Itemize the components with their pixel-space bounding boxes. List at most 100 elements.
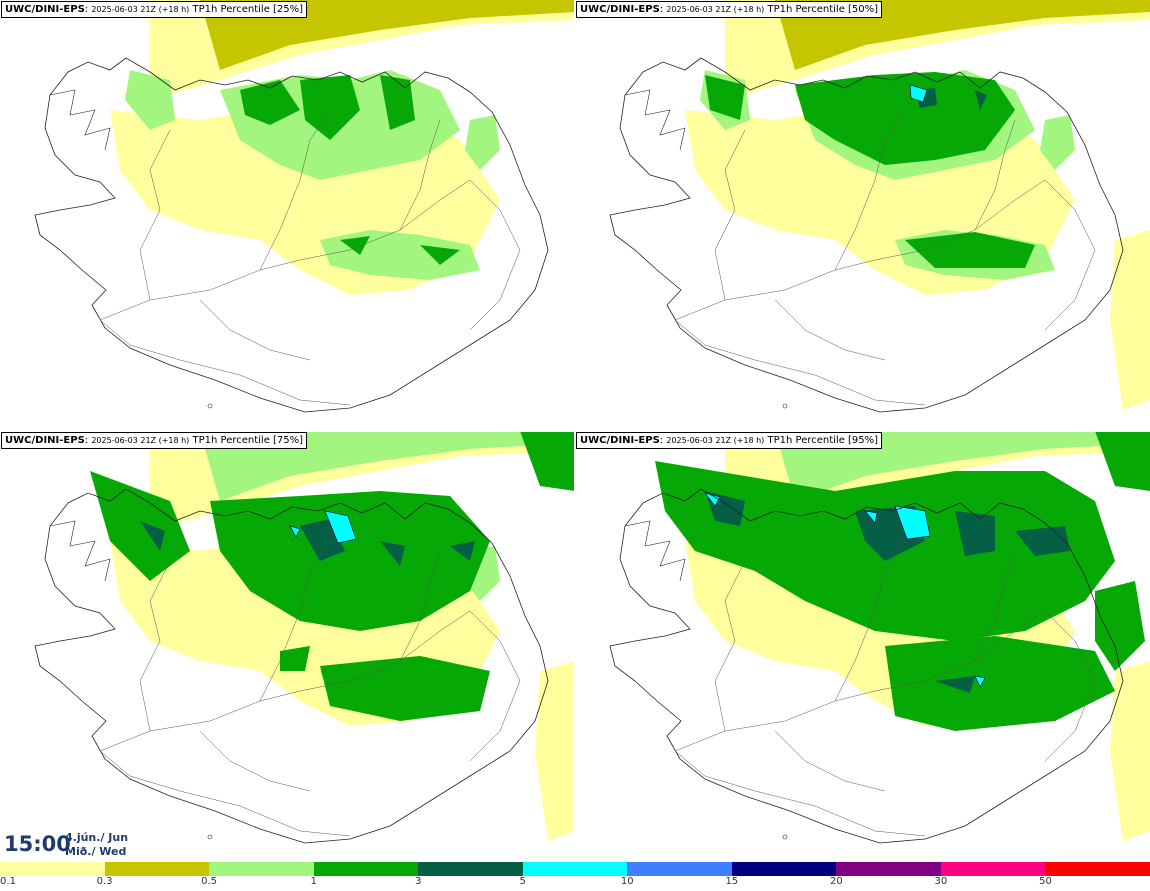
map-panel-p95: UWC/DINI-EPS: 2025-06-03 21Z (+18 h) TP1… bbox=[575, 431, 1150, 862]
field-name: TP1h Percentile [75%] bbox=[192, 435, 304, 446]
run-time: 2025-06-03 21Z (+18 h) bbox=[666, 436, 765, 445]
legend-swatch bbox=[0, 862, 105, 876]
precip-area-moderate bbox=[1040, 115, 1075, 170]
road-line bbox=[774, 299, 886, 361]
coastline bbox=[609, 57, 1124, 413]
precip-area-very-heavy bbox=[450, 541, 475, 561]
precip-area-extreme bbox=[864, 510, 878, 524]
precip-field bbox=[90, 431, 575, 841]
road-line bbox=[1044, 610, 1096, 762]
road-line bbox=[99, 319, 351, 406]
precip-area-heavy bbox=[300, 75, 360, 140]
precip-area-heavy bbox=[280, 646, 310, 671]
road-line bbox=[259, 109, 331, 271]
field-name: TP1h Percentile [50%] bbox=[767, 4, 879, 15]
legend-tick-label: 20 bbox=[829, 876, 843, 887]
valid-date-line2: Mið./ Wed bbox=[65, 845, 127, 858]
panel-title: UWC/DINI-EPS: 2025-06-03 21Z (+18 h) TP1… bbox=[576, 432, 883, 449]
road-line bbox=[1044, 179, 1096, 331]
legend-tick-label: 15 bbox=[725, 876, 739, 887]
precip-area-heavy bbox=[340, 236, 370, 255]
precip-area-se-offshore bbox=[535, 661, 575, 841]
precip-field bbox=[655, 431, 1150, 841]
coastline-fjords bbox=[624, 520, 686, 582]
map-panel-p25: UWC/DINI-EPS: 2025-06-03 21Z (+18 h) TP1… bbox=[0, 0, 575, 431]
panel-title: UWC/DINI-EPS: 2025-06-03 21Z (+18 h) TP1… bbox=[1, 432, 308, 449]
precip-area-heavy bbox=[885, 636, 1115, 731]
run-time: 2025-06-03 21Z (+18 h) bbox=[91, 5, 190, 14]
precip-area-extreme bbox=[894, 505, 931, 540]
road-line bbox=[399, 550, 441, 662]
map-panel-p50: UWC/DINI-EPS: 2025-06-03 21Z (+18 h) TP1… bbox=[575, 0, 1150, 431]
legend-swatch bbox=[313, 862, 419, 876]
field-name: TP1h Percentile [95%] bbox=[767, 435, 879, 446]
precip-area-se-offshore bbox=[1110, 661, 1150, 841]
road-line bbox=[399, 119, 441, 231]
precip-area-extreme bbox=[289, 525, 301, 538]
precip-map-p25 bbox=[34, 0, 575, 413]
road-line bbox=[199, 299, 311, 361]
legend-tick-label: 0.5 bbox=[201, 876, 218, 887]
road-line bbox=[974, 119, 1016, 231]
legend-tick-label: 10 bbox=[620, 876, 634, 887]
coastline bbox=[34, 488, 549, 844]
precip-area-east bbox=[1095, 431, 1150, 491]
model-name: UWC/DINI-EPS bbox=[580, 435, 660, 446]
precip-legend-colorbar bbox=[0, 862, 1150, 876]
road-line bbox=[469, 610, 521, 762]
precip-area-extreme bbox=[324, 510, 357, 544]
map-panel-p75: UWC/DINI-EPS: 2025-06-03 21Z (+18 h) TP1… bbox=[0, 431, 575, 862]
legend-tick-label: 50 bbox=[1039, 876, 1052, 887]
precip-area-heavy bbox=[795, 72, 1015, 165]
legend-tick-label: 0.1 bbox=[0, 876, 16, 887]
coastline-fjords bbox=[49, 520, 111, 582]
valid-date-line1: 4.jún./ Jun bbox=[65, 831, 129, 844]
legend-swatch bbox=[731, 862, 837, 876]
coastline bbox=[34, 57, 549, 413]
road-line bbox=[674, 319, 926, 406]
legend-tick-label: 5 bbox=[519, 876, 526, 887]
field-name: TP1h Percentile [25%] bbox=[192, 4, 304, 15]
legend-tick-label: 3 bbox=[414, 876, 422, 887]
run-time: 2025-06-03 21Z (+18 h) bbox=[666, 5, 765, 14]
panel-divider-horizontal bbox=[0, 430, 1150, 432]
road-line bbox=[139, 560, 171, 732]
precip-area-heavy bbox=[905, 232, 1035, 268]
precip-area-heavy bbox=[420, 245, 460, 265]
legend-tick-label: 0.3 bbox=[96, 876, 113, 887]
precip-area-heavy bbox=[210, 491, 490, 631]
road-line bbox=[199, 730, 311, 792]
legend-tick-label: 30 bbox=[934, 876, 948, 887]
run-time: 2025-06-03 21Z (+18 h) bbox=[91, 436, 190, 445]
precip-area-heavy bbox=[90, 471, 190, 581]
legend-swatch bbox=[209, 862, 314, 876]
road-line bbox=[714, 560, 746, 732]
precip-field bbox=[685, 0, 1150, 410]
legend-swatch bbox=[627, 862, 732, 876]
model-name: UWC/DINI-EPS bbox=[580, 4, 660, 15]
valid-time-box bbox=[0, 829, 130, 862]
precip-map-p95 bbox=[609, 431, 1150, 844]
precip-area-moderate bbox=[125, 70, 175, 130]
precip-map-p50 bbox=[609, 0, 1150, 413]
legend-swatch bbox=[940, 862, 1046, 876]
precip-area-extreme bbox=[704, 492, 721, 507]
model-name: UWC/DINI-EPS bbox=[5, 435, 85, 446]
road-line bbox=[99, 750, 351, 837]
island bbox=[782, 403, 788, 409]
legend-swatch bbox=[522, 862, 628, 876]
road-line bbox=[139, 129, 171, 301]
legend-swatch bbox=[418, 862, 523, 876]
road-line bbox=[674, 610, 1046, 752]
precip-area-very-heavy bbox=[935, 676, 975, 693]
legend-swatch bbox=[1045, 862, 1150, 876]
road-line bbox=[259, 540, 331, 702]
road-line bbox=[834, 540, 906, 702]
road-line bbox=[834, 109, 906, 271]
road-line bbox=[974, 550, 1016, 662]
valid-time: 15:00 bbox=[4, 832, 71, 856]
precip-area-very-heavy bbox=[975, 90, 987, 110]
precip-area-heavy bbox=[380, 75, 415, 130]
precip-area-se-offshore bbox=[1110, 230, 1150, 410]
road-line bbox=[99, 610, 471, 752]
